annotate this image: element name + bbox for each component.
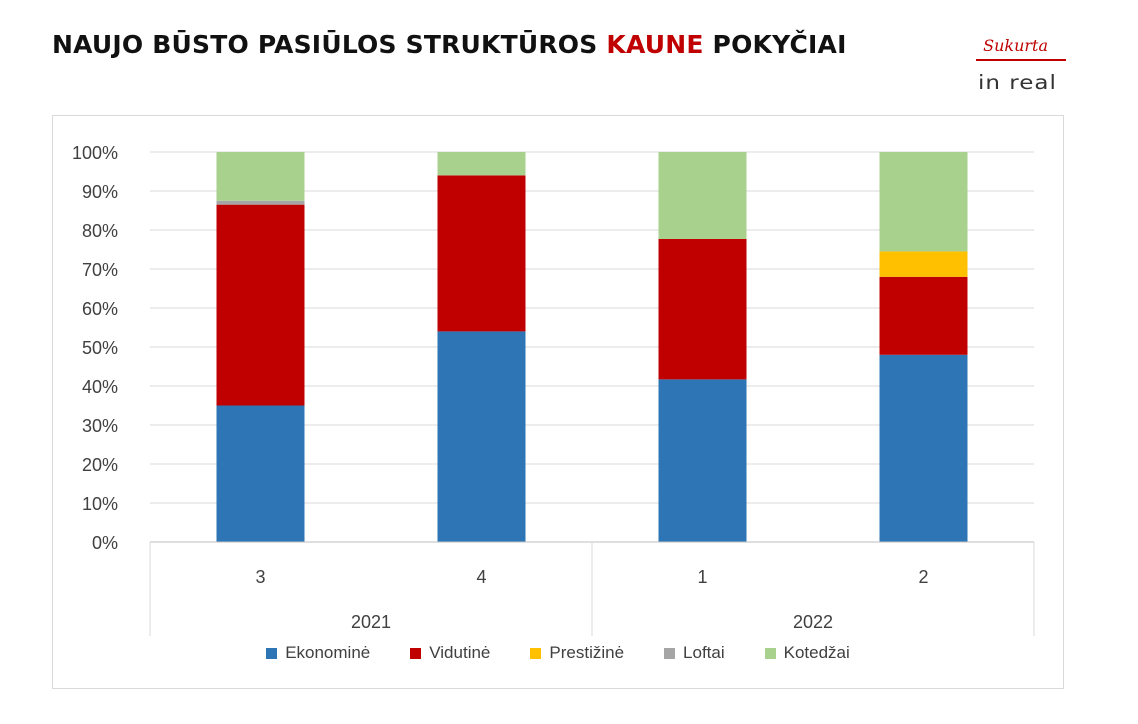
legend-label: Prestižinė (549, 643, 625, 662)
x-group-label: 2022 (793, 612, 833, 632)
axes: 0% 10% 20% 30% 40% 50% 60% 70% 80% 90% 100% 3 4 1 2 202… (72, 143, 1035, 636)
legend-label: Loftai (683, 643, 725, 662)
x-tick-label: 2 (918, 567, 928, 587)
bar-segment-kotedzai (437, 152, 526, 176)
bar-segment-vidutine (437, 175, 526, 332)
y-tick-label: 40% (82, 377, 118, 397)
y-tick-label: 30% (82, 416, 118, 436)
bar-segment-loftai (216, 200, 305, 205)
bar-segment-ekonomine (879, 354, 968, 542)
legend-item: Vidutinė (410, 643, 490, 663)
legend-item: Loftai (664, 643, 725, 663)
y-tick-label: 60% (82, 299, 118, 319)
logo-brand: in real (978, 71, 1057, 95)
y-tick-label: 100% (72, 143, 118, 163)
chart-legend: Ekonominė Vidutinė Prestižinė Loftai Kotedža… (52, 643, 1064, 663)
title-part-1: NAUJO BŪSTO PASIŪLOS STRUKTŪROS (52, 30, 607, 59)
legend-swatch (764, 647, 776, 659)
y-tick-label: 90% (82, 182, 118, 202)
y-tick-label: 20% (82, 455, 118, 475)
x-tick-label: 4 (476, 567, 486, 587)
bar-segment-kotedzai (658, 152, 747, 239)
legend-item: Ekonominė (266, 643, 370, 663)
y-tick-label: 70% (82, 260, 118, 280)
chart-frame (52, 115, 1064, 689)
bar-segment-prestizine (879, 251, 968, 277)
bar-segment-vidutine (879, 276, 968, 355)
legend-swatch (664, 647, 676, 659)
legend-swatch (530, 647, 542, 659)
bars (216, 152, 968, 542)
legend-label: Vidutinė (429, 643, 491, 662)
y-tick-label: 10% (82, 494, 118, 514)
bar-segment-kotedzai (879, 152, 968, 252)
title-part-2: POKYČIAI (703, 30, 847, 59)
bar-segment-kotedzai (216, 152, 305, 201)
y-tick-label: 50% (82, 338, 118, 358)
title-highlight: KAUNE (606, 30, 704, 59)
x-tick-label: 3 (255, 567, 265, 587)
bar-segment-vidutine (216, 204, 305, 406)
legend-label: Ekonominė (285, 643, 371, 662)
legend-swatch (266, 647, 278, 659)
bar-segment-vidutine (658, 238, 747, 380)
y-tick-label: 0% (92, 533, 118, 553)
legend-item: Kotedžai (764, 643, 850, 663)
logo-tagline: Sukurta (983, 36, 1048, 55)
legend-label: Kotedžai (783, 643, 850, 662)
bar-segment-ekonomine (216, 405, 305, 542)
legend-swatch (410, 647, 422, 659)
inreal-logo: Sukurta in real (972, 36, 1068, 100)
x-tick-label: 1 (697, 567, 707, 587)
x-group-label: 2021 (351, 612, 391, 632)
y-tick-label: 80% (82, 221, 118, 241)
legend-item: Prestižinė (530, 643, 624, 663)
chart-title: NAUJO BŪSTO PASIŪLOS STRUKTŪROS KAUNE PO… (52, 30, 847, 59)
bar-segment-ekonomine (437, 331, 526, 542)
bar-segment-ekonomine (658, 379, 747, 542)
logo-underline (976, 59, 1066, 61)
